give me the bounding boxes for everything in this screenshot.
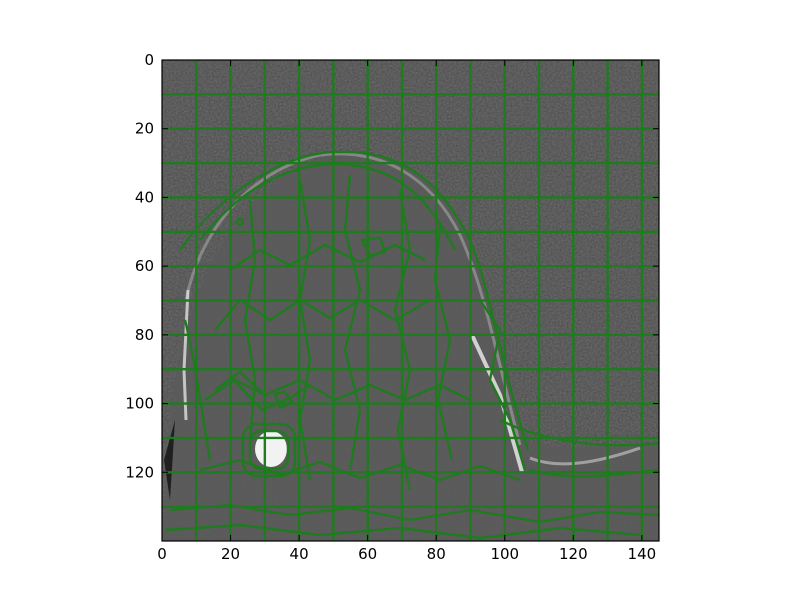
y-tick-label: 0 [144,51,154,69]
y-axis: 0 20 40 60 80 100 120 [125,51,659,481]
dark-left-edge [164,420,175,500]
superpixel-grid [162,60,659,541]
x-tick-label: 40 [290,545,309,563]
y-tick-label: 100 [125,395,154,413]
y-tick-label: 40 [135,188,154,206]
bright-lesion [255,431,287,467]
x-tick-label: 120 [559,545,588,563]
x-tick-label: 140 [628,545,657,563]
axes-frame [161,59,660,542]
bright-streak [470,334,524,473]
x-tick-label: 20 [221,545,240,563]
y-tick-label: 20 [135,120,154,138]
x-axis: 0 20 40 60 80 100 120 140 [157,60,656,563]
superpixel-boundaries [164,150,659,540]
x-tick-label: 60 [358,545,377,563]
x-tick-label: 80 [427,545,446,563]
x-tick-label: 100 [490,545,519,563]
x-tick-label: 0 [157,545,167,563]
y-tick-label: 80 [135,326,154,344]
image-panel [162,60,659,541]
y-tick-label: 120 [125,463,154,481]
y-tick-label: 60 [135,257,154,275]
